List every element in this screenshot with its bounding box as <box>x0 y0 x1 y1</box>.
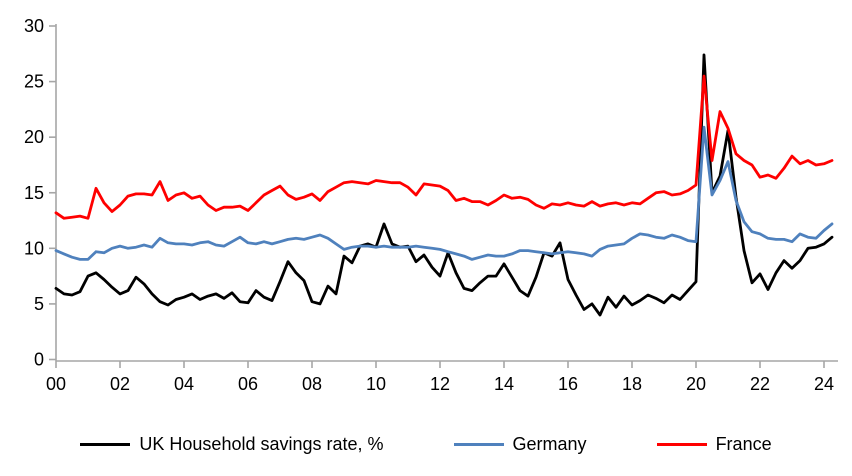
x-tick-label: 24 <box>814 374 834 394</box>
x-tick-label: 10 <box>366 374 386 394</box>
chart-plot-area: 0 5 10 15 20 25 30 00 02 04 06 08 10 12 14 16 18 20 22 24 <box>24 16 838 394</box>
x-tick-label: 06 <box>238 374 258 394</box>
germany-series-line-swatch <box>453 442 504 446</box>
series-line-2 <box>54 74 834 220</box>
x-tick-label: 02 <box>110 374 130 394</box>
y-tick-label: 20 <box>24 127 44 147</box>
series-line-0 <box>54 53 834 317</box>
uk-series-line-swatch <box>80 442 131 446</box>
x-tick-label: 04 <box>174 374 194 394</box>
line-chart-canvas: 0 5 10 15 20 25 30 00 02 04 06 08 10 12 14 16 18 20 22 24 <box>24 16 838 394</box>
x-tick-label: 22 <box>750 374 770 394</box>
y-tick-label: 25 <box>24 72 44 92</box>
legend-item-germany: Germany <box>453 433 587 455</box>
y-tick-label: 15 <box>24 183 44 203</box>
y-tick-label: 0 <box>34 350 44 370</box>
uk-series-label: UK Household savings rate, % <box>139 433 384 454</box>
y-tick-label: 30 <box>24 16 44 36</box>
chart-legend: UK Household savings rate, % Germany Fra… <box>0 424 852 464</box>
x-tick-label: 08 <box>302 374 322 394</box>
x-tick-label: 00 <box>46 374 66 394</box>
series-line-1 <box>54 125 834 261</box>
germany-series-label: Germany <box>512 433 587 454</box>
x-tick-label: 12 <box>430 374 450 394</box>
x-tick-label: 16 <box>558 374 578 394</box>
legend-item-france: France <box>656 433 772 455</box>
x-tick-label: 18 <box>622 374 642 394</box>
y-tick-label: 5 <box>34 294 44 314</box>
x-tick-label: 14 <box>494 374 514 394</box>
legend-item-uk: UK Household savings rate, % <box>80 433 384 455</box>
france-series-label: France <box>715 433 772 454</box>
x-tick-label: 20 <box>686 374 706 394</box>
y-tick-label: 10 <box>24 238 44 258</box>
france-series-line-swatch <box>656 442 707 446</box>
